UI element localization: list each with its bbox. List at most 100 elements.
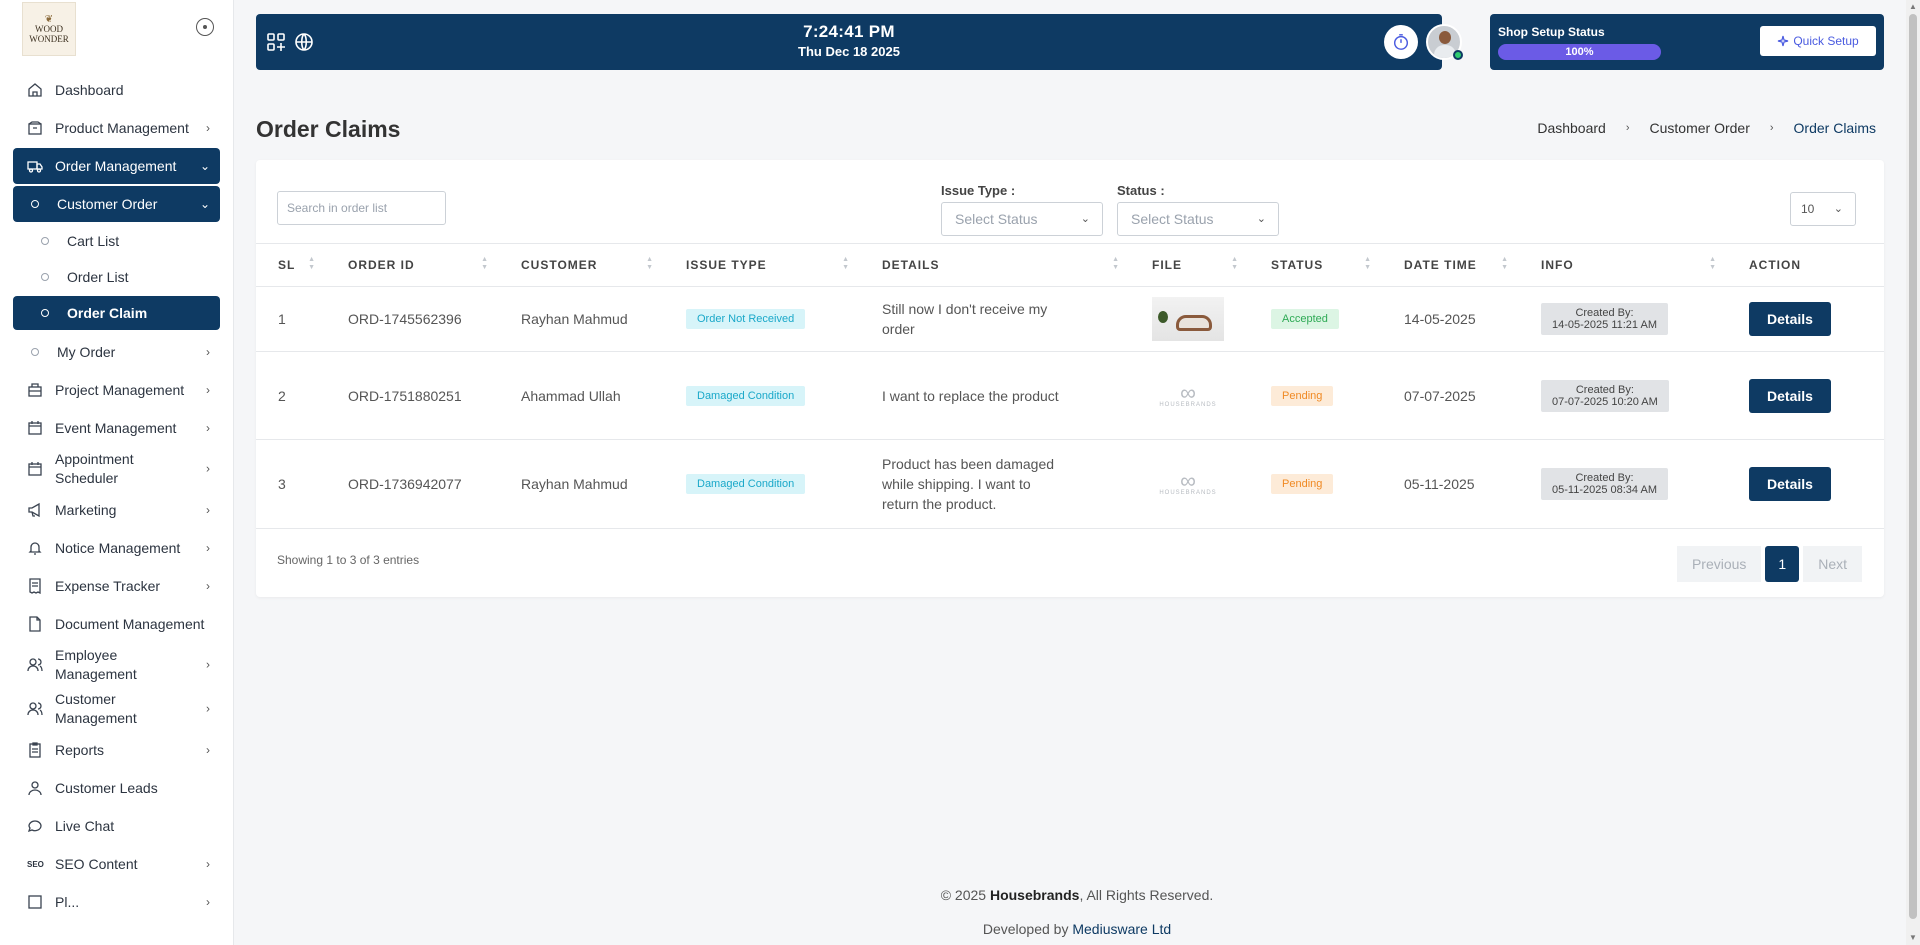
copyright-suffix: , All Rights Reserved. bbox=[1079, 887, 1214, 903]
details-button[interactable]: Details bbox=[1749, 467, 1831, 501]
timer-button[interactable] bbox=[1384, 25, 1418, 59]
issue-type-badge: Order Not Received bbox=[686, 309, 806, 329]
info-title: Created By: bbox=[1575, 383, 1634, 396]
column-header-issue-type[interactable]: ISSUE TYPE ▲ ▼ bbox=[664, 243, 860, 287]
column-header-date-time[interactable]: DATE TIME ▲ ▼ bbox=[1382, 243, 1519, 287]
sidebar-item-label: Live Chat bbox=[55, 818, 115, 834]
per-page-select[interactable]: 10 ⌄ bbox=[1790, 192, 1856, 226]
sidebar-item-customer-order[interactable]: Customer Order ⌄ bbox=[13, 186, 220, 222]
cell-issue-type: Damaged Condition bbox=[664, 439, 860, 529]
bullet-icon bbox=[41, 237, 49, 245]
status-select[interactable]: Select Status ⌄ bbox=[1117, 202, 1279, 236]
sidebar-item-label: Customer Management bbox=[55, 691, 137, 726]
sidebar-item-document-management[interactable]: Document Management bbox=[13, 606, 220, 642]
quick-setup-button[interactable]: Quick Setup bbox=[1760, 26, 1876, 56]
sort-icon: ▲ ▼ bbox=[1231, 256, 1239, 271]
cell-details: Product has been damaged while shipping.… bbox=[860, 439, 1130, 529]
chevron-right-icon: › bbox=[206, 657, 210, 672]
column-header-customer[interactable]: CUSTOMER ▲ ▼ bbox=[499, 243, 664, 287]
sidebar-item-order-list[interactable]: Order List bbox=[13, 260, 220, 294]
sidebar: ❦ WOOD WONDER Dashboard Product Manageme… bbox=[0, 0, 234, 945]
column-header-order-id[interactable]: ORDER ID ▲ ▼ bbox=[326, 243, 499, 287]
cell-action: Details bbox=[1727, 351, 1884, 440]
sort-icon: ▲ ▼ bbox=[842, 256, 850, 271]
pagination-next[interactable]: Next bbox=[1803, 546, 1862, 582]
sidebar-collapse-button[interactable] bbox=[196, 18, 214, 36]
globe-icon[interactable] bbox=[294, 32, 314, 52]
user-icon bbox=[27, 780, 43, 796]
sort-icon: ▲ ▼ bbox=[1709, 256, 1717, 271]
sidebar-item-notice-management[interactable]: Notice Management › bbox=[13, 530, 220, 566]
column-header-file[interactable]: FILE ▲ ▼ bbox=[1130, 243, 1249, 287]
sort-icon: ▲ ▼ bbox=[1364, 256, 1372, 271]
info-title: Created By: bbox=[1575, 472, 1634, 484]
sidebar-item-order-management[interactable]: Order Management ⌄ bbox=[13, 148, 220, 184]
details-text: I want to replace the product bbox=[882, 387, 1059, 404]
issue-type-label: Issue Type : bbox=[941, 183, 1016, 198]
developer-link[interactable]: Mediusware Ltd bbox=[1072, 921, 1172, 937]
column-header-status[interactable]: STATUS ▲ ▼ bbox=[1249, 243, 1382, 287]
scroll-down-icon[interactable]: ▼ bbox=[1909, 933, 1917, 942]
sidebar-item-cart-list[interactable]: Cart List bbox=[13, 224, 220, 258]
sidebar-item-live-chat[interactable]: Live Chat bbox=[13, 808, 220, 844]
column-header-details[interactable]: DETAILS ▲ ▼ bbox=[860, 243, 1130, 287]
chevron-right-icon: › bbox=[206, 121, 210, 135]
column-header-label: DATE TIME bbox=[1404, 258, 1477, 272]
column-header-label: CUSTOMER bbox=[521, 258, 598, 272]
brand-logo[interactable]: ❦ WOOD WONDER bbox=[22, 2, 76, 56]
scroll-up-icon[interactable]: ▲ bbox=[1909, 2, 1917, 11]
sidebar-item-reports[interactable]: Reports › bbox=[13, 732, 220, 768]
bullet-icon bbox=[41, 273, 49, 281]
sidebar-item-project-management[interactable]: Project Management › bbox=[13, 372, 220, 408]
sidebar-item-employee-management[interactable]: Employee Management › bbox=[13, 644, 220, 686]
sidebar-item-label: Order Claim bbox=[67, 305, 148, 321]
bullet-icon bbox=[41, 309, 49, 317]
sidebar-item-event-management[interactable]: Event Management › bbox=[13, 410, 220, 446]
truck-icon bbox=[27, 158, 43, 174]
shop-setup-panel: Shop Setup Status 100% Quick Setup bbox=[1490, 14, 1884, 70]
breadcrumb-dashboard[interactable]: Dashboard bbox=[1537, 120, 1606, 136]
column-header-info[interactable]: INFO ▲ ▼ bbox=[1519, 243, 1727, 287]
file-thumbnail[interactable] bbox=[1152, 297, 1224, 341]
sidebar-item-my-order[interactable]: My Order › bbox=[13, 334, 220, 370]
column-header-sl[interactable]: SL ▲ ▼ bbox=[256, 243, 326, 287]
search-input[interactable] bbox=[277, 191, 446, 225]
collapse-dot-icon bbox=[203, 25, 207, 29]
sidebar-item-order-claim[interactable]: Order Claim bbox=[13, 296, 220, 330]
sidebar-item-expense-tracker[interactable]: Expense Tracker › bbox=[13, 568, 220, 604]
clock: 7:24:41 PM Thu Dec 18 2025 bbox=[256, 22, 1442, 59]
cell-order-id: ORD-1745562396 bbox=[326, 286, 499, 352]
file-placeholder-logo[interactable]: ∞ HOUSEBRANDS bbox=[1152, 374, 1224, 418]
chevron-right-icon: › bbox=[206, 743, 210, 757]
file-placeholder-logo[interactable]: ∞ HOUSEBRANDS bbox=[1152, 462, 1224, 506]
apps-icon[interactable] bbox=[266, 32, 286, 52]
status-badge: Pending bbox=[1271, 385, 1334, 406]
folder-icon bbox=[27, 382, 43, 398]
sparkle-icon bbox=[1778, 35, 1789, 47]
sidebar-item-dashboard[interactable]: Dashboard bbox=[13, 72, 220, 108]
sidebar-item-partial[interactable]: Pl... › bbox=[13, 884, 220, 920]
sidebar-item-product-management[interactable]: Product Management › bbox=[13, 110, 220, 146]
details-button[interactable]: Details bbox=[1749, 302, 1831, 336]
cell-order-id: ORD-1751880251 bbox=[326, 351, 499, 440]
sidebar-item-appointment-scheduler[interactable]: Appointment Scheduler › bbox=[13, 448, 220, 490]
breadcrumb-customer-order[interactable]: Customer Order bbox=[1649, 120, 1750, 136]
infinity-icon: ∞ bbox=[1180, 468, 1196, 493]
info-badge: Created By: 05-11-2025 08:34 AM bbox=[1541, 468, 1668, 500]
entries-info: Showing 1 to 3 of 3 entries bbox=[277, 553, 420, 567]
pagination-previous[interactable]: Previous bbox=[1676, 546, 1762, 582]
megaphone-icon bbox=[27, 502, 43, 518]
sidebar-item-customer-leads[interactable]: Customer Leads bbox=[13, 770, 220, 806]
sidebar-item-customer-management[interactable]: Customer Management › bbox=[13, 688, 220, 730]
sidebar-item-seo-content[interactable]: SEO SEO Content › bbox=[13, 846, 220, 882]
footer-copyright: © 2025 Housebrands, All Rights Reserved. bbox=[234, 887, 1920, 903]
logo-leaf-icon: ❦ bbox=[44, 13, 54, 25]
scrollbar-thumb[interactable] bbox=[1909, 14, 1917, 919]
sidebar-item-label: Document Management bbox=[55, 616, 205, 632]
pagination-page-1[interactable]: 1 bbox=[1765, 546, 1800, 582]
sidebar-item-marketing[interactable]: Marketing › bbox=[13, 492, 220, 528]
users-icon bbox=[27, 657, 43, 673]
issue-type-select[interactable]: Select Status ⌄ bbox=[941, 202, 1103, 236]
details-button[interactable]: Details bbox=[1749, 378, 1831, 413]
page-scrollbar[interactable]: ▲ ▼ bbox=[1906, 0, 1920, 945]
